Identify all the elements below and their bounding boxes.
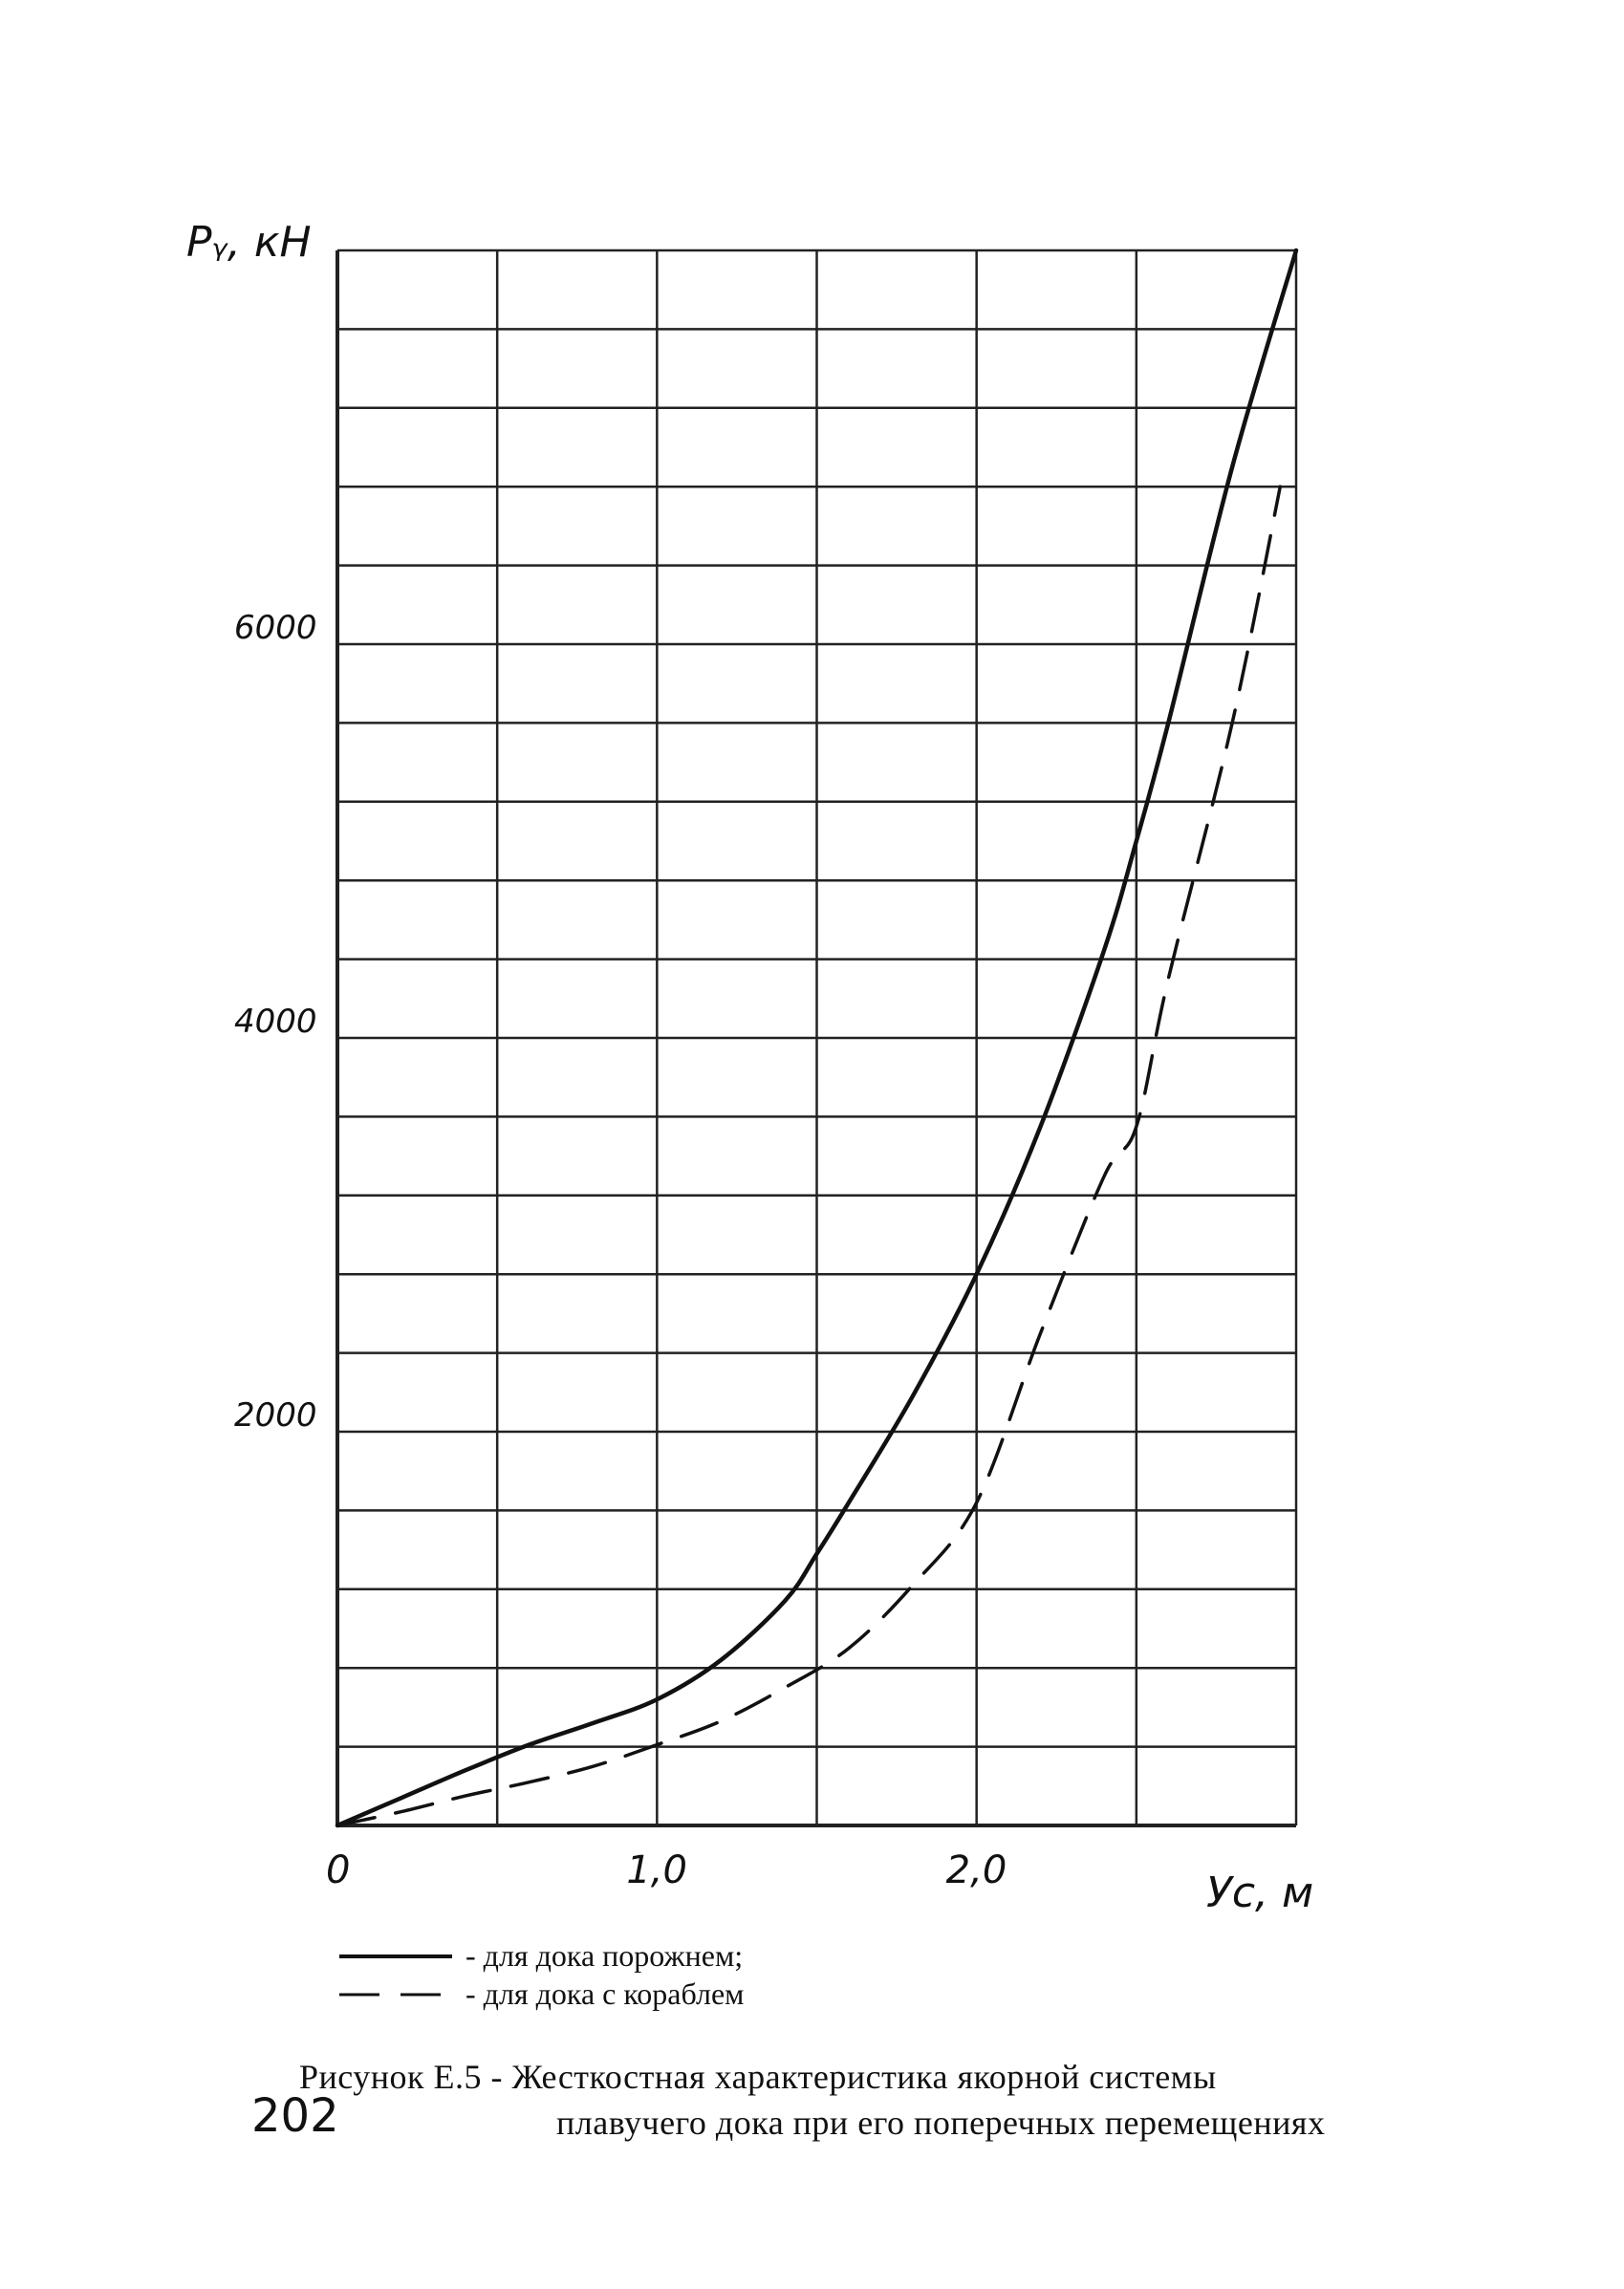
page-number: 202	[251, 2089, 339, 2143]
x-tick-label: 2,0	[946, 1848, 1007, 1892]
figure-caption-line1: Рисунок Е.5 - Жесткостная характеристика…	[299, 2058, 1217, 2096]
y-tick-label: 4000	[234, 1003, 317, 1041]
legend-dashed-line-icon	[339, 1993, 452, 1996]
series-line-dock-with-ship	[336, 485, 1283, 1827]
legend-label-empty-dock: - для дока порожнем;	[466, 1938, 744, 1973]
series-line-empty-dock	[335, 248, 1299, 1828]
x-axis-label: Уc, м	[1206, 1868, 1313, 1911]
legend-label-dock-with-ship: - для дока с кораблем	[466, 1976, 745, 2011]
y-axis-label: Pᵧ, кН	[186, 218, 312, 267]
x-tick-label: 0	[326, 1848, 350, 1892]
y-tick-label: 6000	[234, 609, 317, 647]
legend-item-dock-with-ship: - для дока с кораблем	[339, 1976, 744, 2012]
legend-item-empty-dock: - для дока порожнем;	[339, 1938, 743, 1974]
chart-ticks: 0 1,0 2,0 2000 4000 6000	[234, 609, 1007, 1892]
y-tick-label: 2000	[234, 1396, 317, 1435]
stiffness-chart: 0 1,0 2,0 2000 4000 6000 Pᵧ, кН Уc, м	[186, 218, 1313, 1911]
figure-caption-line2: плавучего дока при его поперечных переме…	[556, 2104, 1326, 2142]
chart-grid	[336, 248, 1298, 1827]
x-tick-label: 1,0	[626, 1848, 687, 1892]
legend-solid-line-icon	[339, 1954, 452, 1958]
chart-curves	[335, 248, 1299, 1828]
